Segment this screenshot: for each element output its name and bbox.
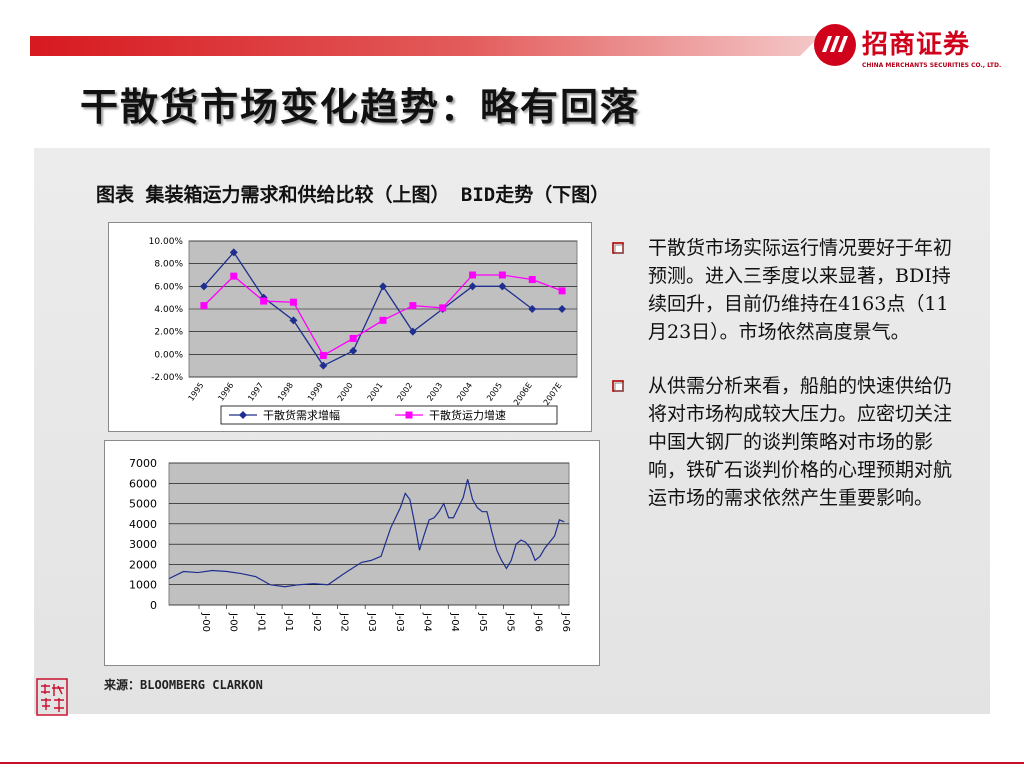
data-point-square xyxy=(230,272,238,280)
data-point-square xyxy=(409,302,417,310)
x-tick-label: 2000 xyxy=(336,381,355,403)
x-tick-label: J-00 xyxy=(200,612,211,632)
y-tick-label: 10.00% xyxy=(149,237,184,247)
data-point-diamond xyxy=(408,327,417,336)
legend-marker xyxy=(405,411,413,419)
seal-stamp-icon xyxy=(36,678,68,716)
legend-box xyxy=(220,405,558,425)
x-tick-label: 2005 xyxy=(485,381,504,403)
y-tick-label: 0 xyxy=(150,599,157,612)
data-point-diamond xyxy=(289,316,298,325)
logo-chinese-name: 招商证券 xyxy=(862,30,971,60)
bdi-chart: 7000 6000 5000 4000 3000 2000 1000 0 J-00 J-00 J-0… xyxy=(104,440,600,666)
legend-label: 干散货需求增幅 xyxy=(263,408,340,422)
y-tick-label: 6.00% xyxy=(154,282,183,292)
data-point-square xyxy=(200,302,208,310)
x-tick-label: 2007E xyxy=(542,381,564,407)
data-point-diamond xyxy=(349,346,358,355)
y-tick-label: 4000 xyxy=(129,518,157,531)
data-point-diamond xyxy=(498,282,507,291)
legend-marker xyxy=(239,411,247,419)
figure-caption: 图表 集装箱运力需求和供给比较（上图） BID走势（下图） xyxy=(96,184,610,206)
data-point-square xyxy=(558,287,566,295)
x-tick-label: 1998 xyxy=(276,381,295,403)
data-point-square xyxy=(469,271,477,279)
data-point-diamond xyxy=(319,361,328,370)
data-point-diamond xyxy=(528,305,537,313)
x-tick-label: 1997 xyxy=(246,381,265,403)
y-tick-label: 1000 xyxy=(129,579,157,592)
x-tick-label: J-05 xyxy=(505,612,516,632)
x-tick-label: J-00 xyxy=(228,612,239,632)
data-point-square xyxy=(439,304,447,312)
y-tick-label: 2000 xyxy=(129,558,157,571)
data-point-square xyxy=(498,271,506,279)
y-tick-label: 2.00% xyxy=(154,328,183,338)
bdi-chart-svg: 7000 6000 5000 4000 3000 2000 1000 0 J-00 J-00 J-0… xyxy=(129,457,571,632)
x-tick-label: J-06 xyxy=(560,612,571,632)
header-red-band xyxy=(30,36,820,56)
data-point-diamond xyxy=(558,305,567,313)
bullet-item: 干散货市场实际运行情况要好于年初预测。进入三季度以来显著，BDI持续回升，目前仍… xyxy=(612,234,962,346)
x-tick-label: J-03 xyxy=(366,612,377,632)
x-tick-label: 2002 xyxy=(395,381,414,403)
demand-supply-chart-svg: 10.00% 8.00% 6.00% 4.00% 2.00% 0.00% -2.00% 199… xyxy=(149,237,578,425)
bullet-list: 干散货市场实际运行情况要好于年初预测。进入三季度以来显著，BDI持续回升，目前仍… xyxy=(612,234,962,538)
x-tick-label: J-02 xyxy=(338,612,349,632)
y-tick-label: 8.00% xyxy=(154,260,183,270)
footer-red-line xyxy=(0,762,1024,764)
source-note: 来源：BLOOMBERG CLARKON xyxy=(104,678,263,692)
bullet-text: 从供需分析来看，船舶的快速供给仍将对市场构成较大压力。应密切关注中国大钢厂的谈判… xyxy=(648,375,953,509)
y-tick-label: -2.00% xyxy=(151,373,183,383)
y-tick-label: 7000 xyxy=(129,457,157,470)
x-tick-label: J-03 xyxy=(394,612,405,632)
data-point-square xyxy=(319,351,327,359)
x-tick-label: 1999 xyxy=(306,381,325,403)
demand-supply-chart: 10.00% 8.00% 6.00% 4.00% 2.00% 0.00% -2.00% 199… xyxy=(108,222,592,432)
bullet-item: 从供需分析来看，船舶的快速供给仍将对市场构成较大压力。应密切关注中国大钢厂的谈判… xyxy=(612,372,962,512)
square-bullet-icon xyxy=(612,380,624,392)
x-tick-label: J-02 xyxy=(311,612,322,632)
data-point-diamond xyxy=(379,282,387,291)
plot-area xyxy=(168,462,570,606)
data-point-square xyxy=(349,334,357,342)
data-point-diamond xyxy=(468,282,477,291)
x-tick-label: J-01 xyxy=(255,612,266,632)
x-tick-label: 2006E xyxy=(512,381,534,407)
x-tick-label: 2003 xyxy=(425,381,444,403)
x-tick-label: 2004 xyxy=(455,381,474,403)
y-tick-label: 5000 xyxy=(129,498,157,511)
square-bullet-icon xyxy=(612,242,624,254)
x-tick-label: J-04 xyxy=(449,612,460,632)
bullet-text: 干散货市场实际运行情况要好于年初预测。进入三季度以来显著，BDI持续回升，目前仍… xyxy=(648,237,953,343)
x-tick-label: 2001 xyxy=(366,381,385,403)
x-tick-label: J-05 xyxy=(477,612,488,632)
logo-emblem-icon xyxy=(814,24,856,66)
company-logo: 招商证券 CHINA MERCHANTS SECURITIES CO., LTD… xyxy=(808,16,1002,76)
y-tick-label: 3000 xyxy=(129,538,157,551)
data-point-square xyxy=(528,276,536,284)
x-tick-label: J-01 xyxy=(283,612,294,632)
y-tick-label: 6000 xyxy=(129,477,157,490)
x-tick-label: 1995 xyxy=(187,381,206,403)
page-title: 干散货市场变化趋势：略有回落 xyxy=(80,84,641,129)
data-point-square xyxy=(379,316,387,324)
data-point-square xyxy=(260,297,268,305)
y-tick-label: 4.00% xyxy=(154,305,183,315)
x-tick-label: 1996 xyxy=(216,381,235,403)
x-tick-label: J-06 xyxy=(532,612,543,632)
y-tick-label: 0.00% xyxy=(154,350,183,360)
legend-label: 干散货运力增速 xyxy=(429,408,506,422)
logo-english-name: CHINA MERCHANTS SECURITIES CO., LTD. xyxy=(862,62,1002,69)
data-point-square xyxy=(289,298,297,306)
data-point-diamond xyxy=(199,282,208,291)
bdi-series-line xyxy=(168,479,565,588)
x-tick-label: J-04 xyxy=(422,612,433,632)
